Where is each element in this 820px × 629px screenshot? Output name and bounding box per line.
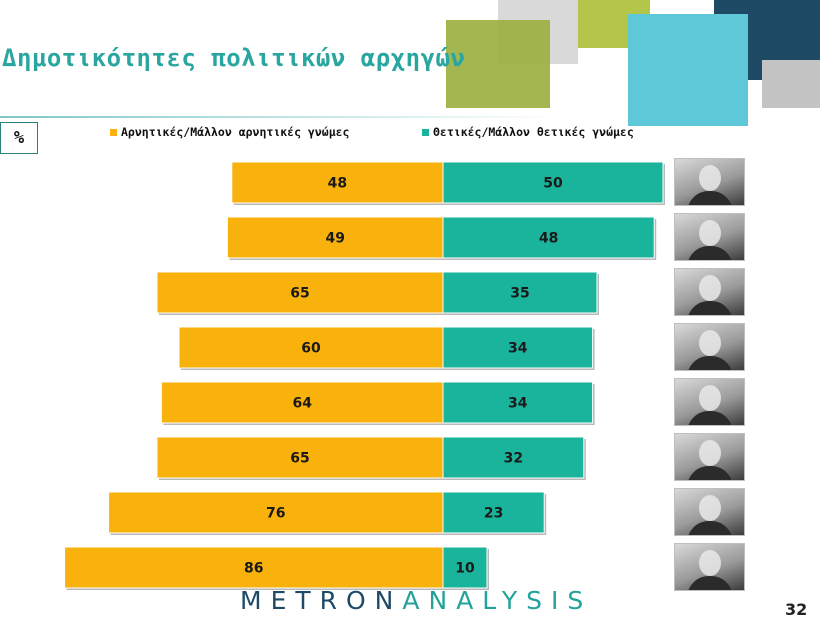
data-label-negative: 60 [301, 341, 321, 357]
data-label-positive: 35 [510, 286, 529, 302]
portrait-head [699, 275, 721, 301]
unit-label: % [0, 122, 38, 154]
portrait-head [699, 385, 721, 411]
bar-positive [442, 326, 594, 369]
portrait-head [699, 220, 721, 246]
portrait-photo [674, 323, 745, 371]
portrait-photo [674, 378, 745, 426]
legend-item-positive: Θετικές/Μάλλον θετικές γνώμες [422, 124, 634, 140]
portrait-head [699, 495, 721, 521]
metron-analysis-logo: METRONANALYSIS [240, 586, 592, 615]
portrait-head [699, 440, 721, 466]
data-label-negative: 76 [266, 506, 285, 522]
bar-negative [178, 326, 444, 369]
bar-positive [442, 436, 585, 479]
portrait-photo [674, 213, 745, 261]
decor-square-cyan [628, 14, 748, 126]
portrait-torso [687, 576, 733, 590]
data-label-positive: 32 [504, 451, 523, 467]
bar-positive [442, 271, 598, 314]
data-label-negative: 64 [292, 396, 312, 412]
logo-part-metron: METRON [240, 586, 403, 615]
portrait-head [699, 550, 721, 576]
bar-positive [442, 161, 664, 204]
portrait-torso [687, 301, 733, 315]
portrait-photo [674, 488, 745, 536]
data-label-negative: 86 [244, 561, 263, 577]
portrait-torso [687, 466, 733, 480]
data-label-positive: 34 [508, 341, 528, 357]
bar-positive [442, 546, 488, 589]
portrait-torso [687, 411, 733, 425]
legend-item-negative: Αρνητικές/Μάλλον αρνητικές γνώμες [110, 124, 349, 140]
portrait-torso [687, 356, 733, 370]
bar-negative [226, 216, 444, 259]
bar-positive [442, 381, 594, 424]
data-label-negative: 65 [290, 451, 309, 467]
data-label-positive: 10 [455, 561, 475, 577]
logo-part-analysis: ANALYSIS [402, 586, 593, 615]
data-label-positive: 23 [484, 506, 503, 522]
legend-swatch-positive [422, 128, 429, 136]
bar-positive [442, 216, 655, 259]
portrait-torso [687, 246, 733, 260]
portrait-torso [687, 521, 733, 535]
portrait-photo [674, 158, 745, 206]
decor-square-green [446, 20, 550, 108]
portrait-photo [674, 268, 745, 316]
portrait-torso [687, 191, 733, 205]
decor-square-gray-2 [762, 60, 820, 108]
data-label-negative: 49 [325, 231, 344, 247]
portrait-photo [674, 543, 745, 591]
bar-negative [160, 381, 444, 424]
data-label-positive: 34 [508, 396, 528, 412]
bar-positive [442, 491, 545, 534]
title-underline [0, 116, 560, 118]
legend-label-negative: Αρνητικές/Μάλλον αρνητικές γνώμες [121, 125, 350, 139]
portrait-head [699, 330, 721, 356]
bar-negative [108, 491, 444, 534]
page-number: 32 [785, 600, 808, 619]
portrait-photo [674, 433, 745, 481]
legend-swatch-negative [110, 128, 117, 136]
bar-negative [64, 546, 444, 589]
legend-label-positive: Θετικές/Μάλλον θετικές γνώμες [433, 125, 634, 139]
data-label-negative: 48 [328, 176, 347, 192]
page-title: Δημοτικότητες πολιτικών αρχηγών [2, 44, 466, 72]
data-label-positive: 50 [543, 176, 563, 192]
data-label-negative: 65 [290, 286, 309, 302]
data-label-positive: 48 [539, 231, 558, 247]
bar-negative [156, 436, 444, 479]
portrait-head [699, 165, 721, 191]
